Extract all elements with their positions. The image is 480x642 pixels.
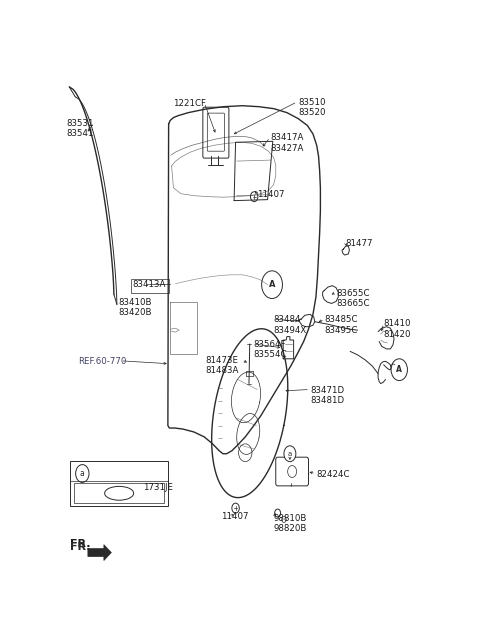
Text: 83471D
83481D: 83471D 83481D xyxy=(310,385,344,405)
Text: 11407: 11407 xyxy=(221,512,248,521)
FancyBboxPatch shape xyxy=(71,461,168,506)
Text: a: a xyxy=(288,451,292,456)
Circle shape xyxy=(284,446,296,462)
Polygon shape xyxy=(88,544,111,560)
FancyBboxPatch shape xyxy=(207,113,225,151)
Text: 83564F
83554C: 83564F 83554C xyxy=(253,340,287,360)
FancyBboxPatch shape xyxy=(276,457,309,486)
Text: 83655C
83665C: 83655C 83665C xyxy=(336,289,370,308)
Text: 82424C: 82424C xyxy=(316,469,349,478)
Text: 98810B
98820B: 98810B 98820B xyxy=(274,514,307,534)
Text: 81410
81420: 81410 81420 xyxy=(384,319,411,339)
Text: A: A xyxy=(396,365,402,374)
Text: 1221CF: 1221CF xyxy=(173,99,206,108)
Text: 83485C
83495C: 83485C 83495C xyxy=(325,315,359,334)
Circle shape xyxy=(391,359,408,381)
Text: 83510
83520: 83510 83520 xyxy=(298,98,325,117)
Text: FR.: FR. xyxy=(71,539,91,549)
Text: 83417A
83427A: 83417A 83427A xyxy=(270,134,303,153)
Text: 81477: 81477 xyxy=(346,239,373,248)
Text: A: A xyxy=(269,280,276,289)
Text: 83531
83541: 83531 83541 xyxy=(67,119,94,138)
Circle shape xyxy=(76,465,89,482)
Text: 1731JE: 1731JE xyxy=(143,483,173,492)
Text: a: a xyxy=(80,469,84,478)
Text: FR.: FR. xyxy=(71,542,91,551)
Text: REF.60-770: REF.60-770 xyxy=(78,357,126,366)
FancyBboxPatch shape xyxy=(203,107,229,158)
FancyBboxPatch shape xyxy=(74,483,164,503)
Text: 81473E
81483A: 81473E 81483A xyxy=(205,356,239,375)
Circle shape xyxy=(262,271,282,299)
Text: 83484
83494X: 83484 83494X xyxy=(274,315,307,334)
Text: 11407: 11407 xyxy=(257,190,285,199)
Text: 83413A: 83413A xyxy=(132,280,166,289)
Text: 83410B
83420B: 83410B 83420B xyxy=(119,298,152,317)
